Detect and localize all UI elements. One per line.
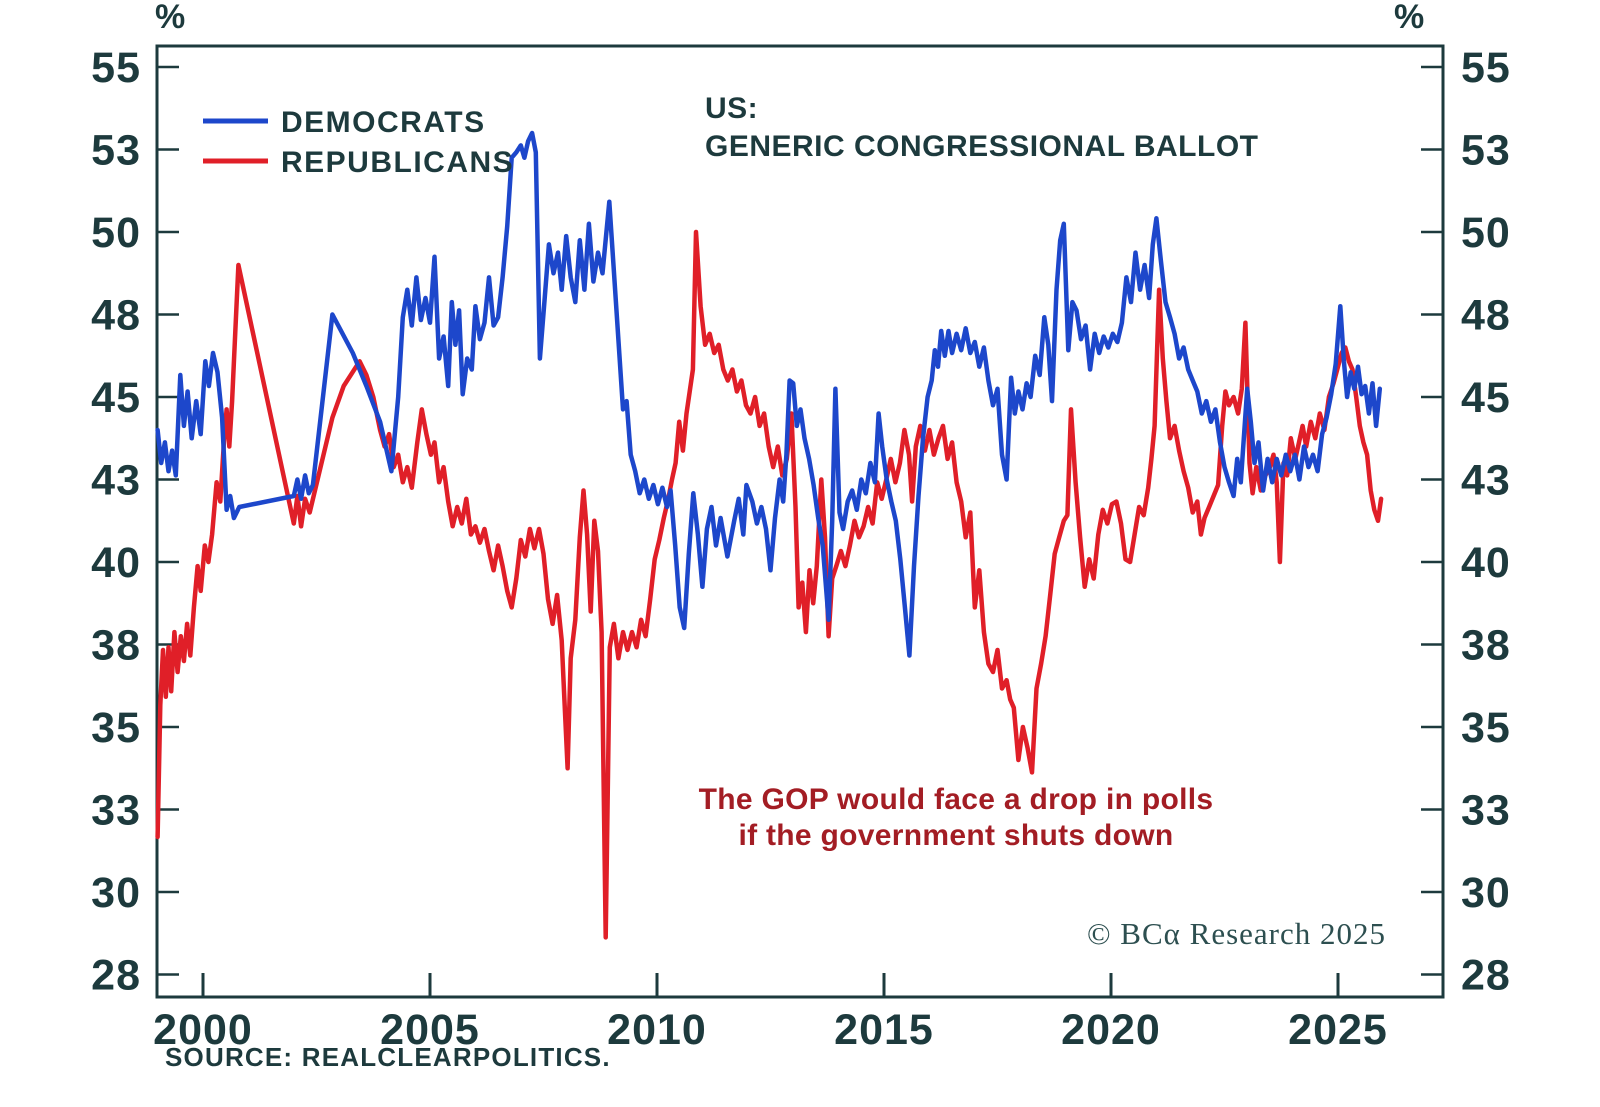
- y-tick-label-right: 53: [1461, 127, 1511, 175]
- y-tick-label-right: 35: [1461, 704, 1511, 752]
- y-tick-label-right: 40: [1461, 539, 1511, 587]
- x-tick-label: 2020: [1061, 1006, 1161, 1054]
- series-line-democrats: [155, 130, 1383, 658]
- chart-title-line2: GENERIC CONGRESSIONAL BALLOT: [705, 130, 1258, 163]
- y-tick-label-left: 55: [91, 44, 141, 92]
- x-axis: 2000 2005 2010 2015 2020 2025: [153, 973, 1388, 1054]
- y-tick-label-right: 43: [1461, 457, 1511, 505]
- x-tick-label: 2005: [380, 1006, 480, 1054]
- chart-title: US: GENERIC CONGRESSIONAL BALLOT: [705, 92, 1258, 163]
- y-axis-left: 55 53 50 48 45 43 40 38 35 33 30 28: [91, 44, 179, 1000]
- y-tick-label-right: 50: [1461, 209, 1511, 257]
- y-tick-label-right: 48: [1461, 292, 1511, 340]
- legend: DEMOCRATS REPUBLICANS: [203, 106, 514, 179]
- legend-republicans-label: REPUBLICANS: [281, 146, 514, 179]
- y-tick-label-left: 33: [91, 787, 141, 835]
- x-tick-label: 2010: [607, 1006, 707, 1054]
- y-axis-unit-left: %: [155, 0, 185, 36]
- source-note: SOURCE: REALCLEARPOLITICS.: [165, 1042, 611, 1072]
- data-series: [155, 130, 1384, 940]
- y-tick-label-right: 28: [1461, 952, 1511, 1000]
- y-tick-label-left: 43: [91, 457, 141, 505]
- plot-border: [155, 44, 1445, 999]
- annotation-line2: if the government shuts down: [738, 819, 1173, 852]
- x-tick-label: 2000: [153, 1006, 253, 1054]
- x-tick-label: 2025: [1288, 1006, 1388, 1054]
- y-tick-label-left: 35: [91, 704, 141, 752]
- y-tick-label-right: 55: [1461, 44, 1511, 92]
- y-tick-label-right: 45: [1461, 374, 1511, 422]
- y-tick-label-right: 33: [1461, 787, 1511, 835]
- y-tick-label-left: 50: [91, 209, 141, 257]
- y-tick-label-right: 38: [1461, 622, 1511, 670]
- y-tick-label-left: 40: [91, 539, 141, 587]
- x-tick-label: 2015: [834, 1006, 934, 1054]
- series-line-republicans: [155, 229, 1384, 940]
- y-tick-label-left: 38: [91, 622, 141, 670]
- annotation-line1: The GOP would face a drop in polls: [699, 783, 1214, 816]
- y-axis-unit-right: %: [1394, 0, 1424, 36]
- legend-democrats-label: DEMOCRATS: [281, 106, 486, 139]
- y-tick-label-left: 45: [91, 374, 141, 422]
- chart-title-line1: US:: [705, 92, 758, 125]
- y-tick-label-right: 30: [1461, 869, 1511, 917]
- y-tick-label-left: 28: [91, 952, 141, 1000]
- watermark: © BCα Research 2025: [1087, 916, 1386, 951]
- annotation: The GOP would face a drop in polls if th…: [699, 783, 1214, 852]
- y-tick-label-left: 53: [91, 127, 141, 175]
- y-tick-label-left: 48: [91, 292, 141, 340]
- y-tick-label-left: 30: [91, 869, 141, 917]
- y-axis-right: 55 53 50 48 45 43 40 38 35 33 30 28: [1421, 44, 1511, 1000]
